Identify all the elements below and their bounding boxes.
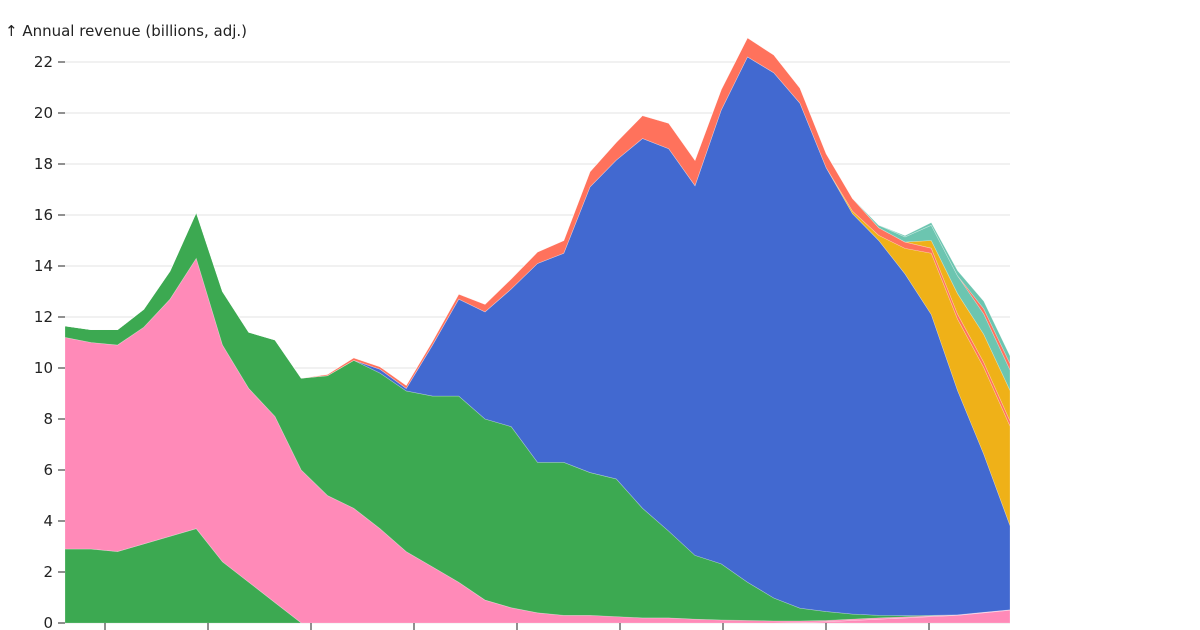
series-area-3 xyxy=(64,211,1011,622)
y-tick-label: 22 xyxy=(34,53,53,71)
series-areas xyxy=(64,37,1011,624)
y-axis-title: ↑ Annual revenue (billions, adj.) xyxy=(5,22,247,40)
series-area-8 xyxy=(64,37,1011,391)
y-tick-label: 10 xyxy=(34,359,53,377)
series-area-5 xyxy=(64,56,1011,526)
axes: 0 2 4 6 8 10 12 14 16 18 20 22 xyxy=(34,53,930,630)
series-area-6 xyxy=(64,37,1011,427)
y-tick-label: 20 xyxy=(34,104,53,122)
y-tick-label: 14 xyxy=(34,257,53,275)
series-area-4 xyxy=(64,56,1011,616)
y-tick-label: 0 xyxy=(43,614,53,630)
y-tick-label: 8 xyxy=(43,410,53,428)
y-tick-label: 2 xyxy=(43,563,53,581)
y-tick-label: 16 xyxy=(34,206,53,224)
y-tick-label: 4 xyxy=(43,512,53,530)
series-area-10 xyxy=(64,37,1011,386)
y-tick-label: 18 xyxy=(34,155,53,173)
y-tick-label: 12 xyxy=(34,308,53,326)
y-tick-label: 6 xyxy=(43,461,53,479)
series-area-9 xyxy=(64,37,1011,386)
series-area-7 xyxy=(64,37,1011,422)
